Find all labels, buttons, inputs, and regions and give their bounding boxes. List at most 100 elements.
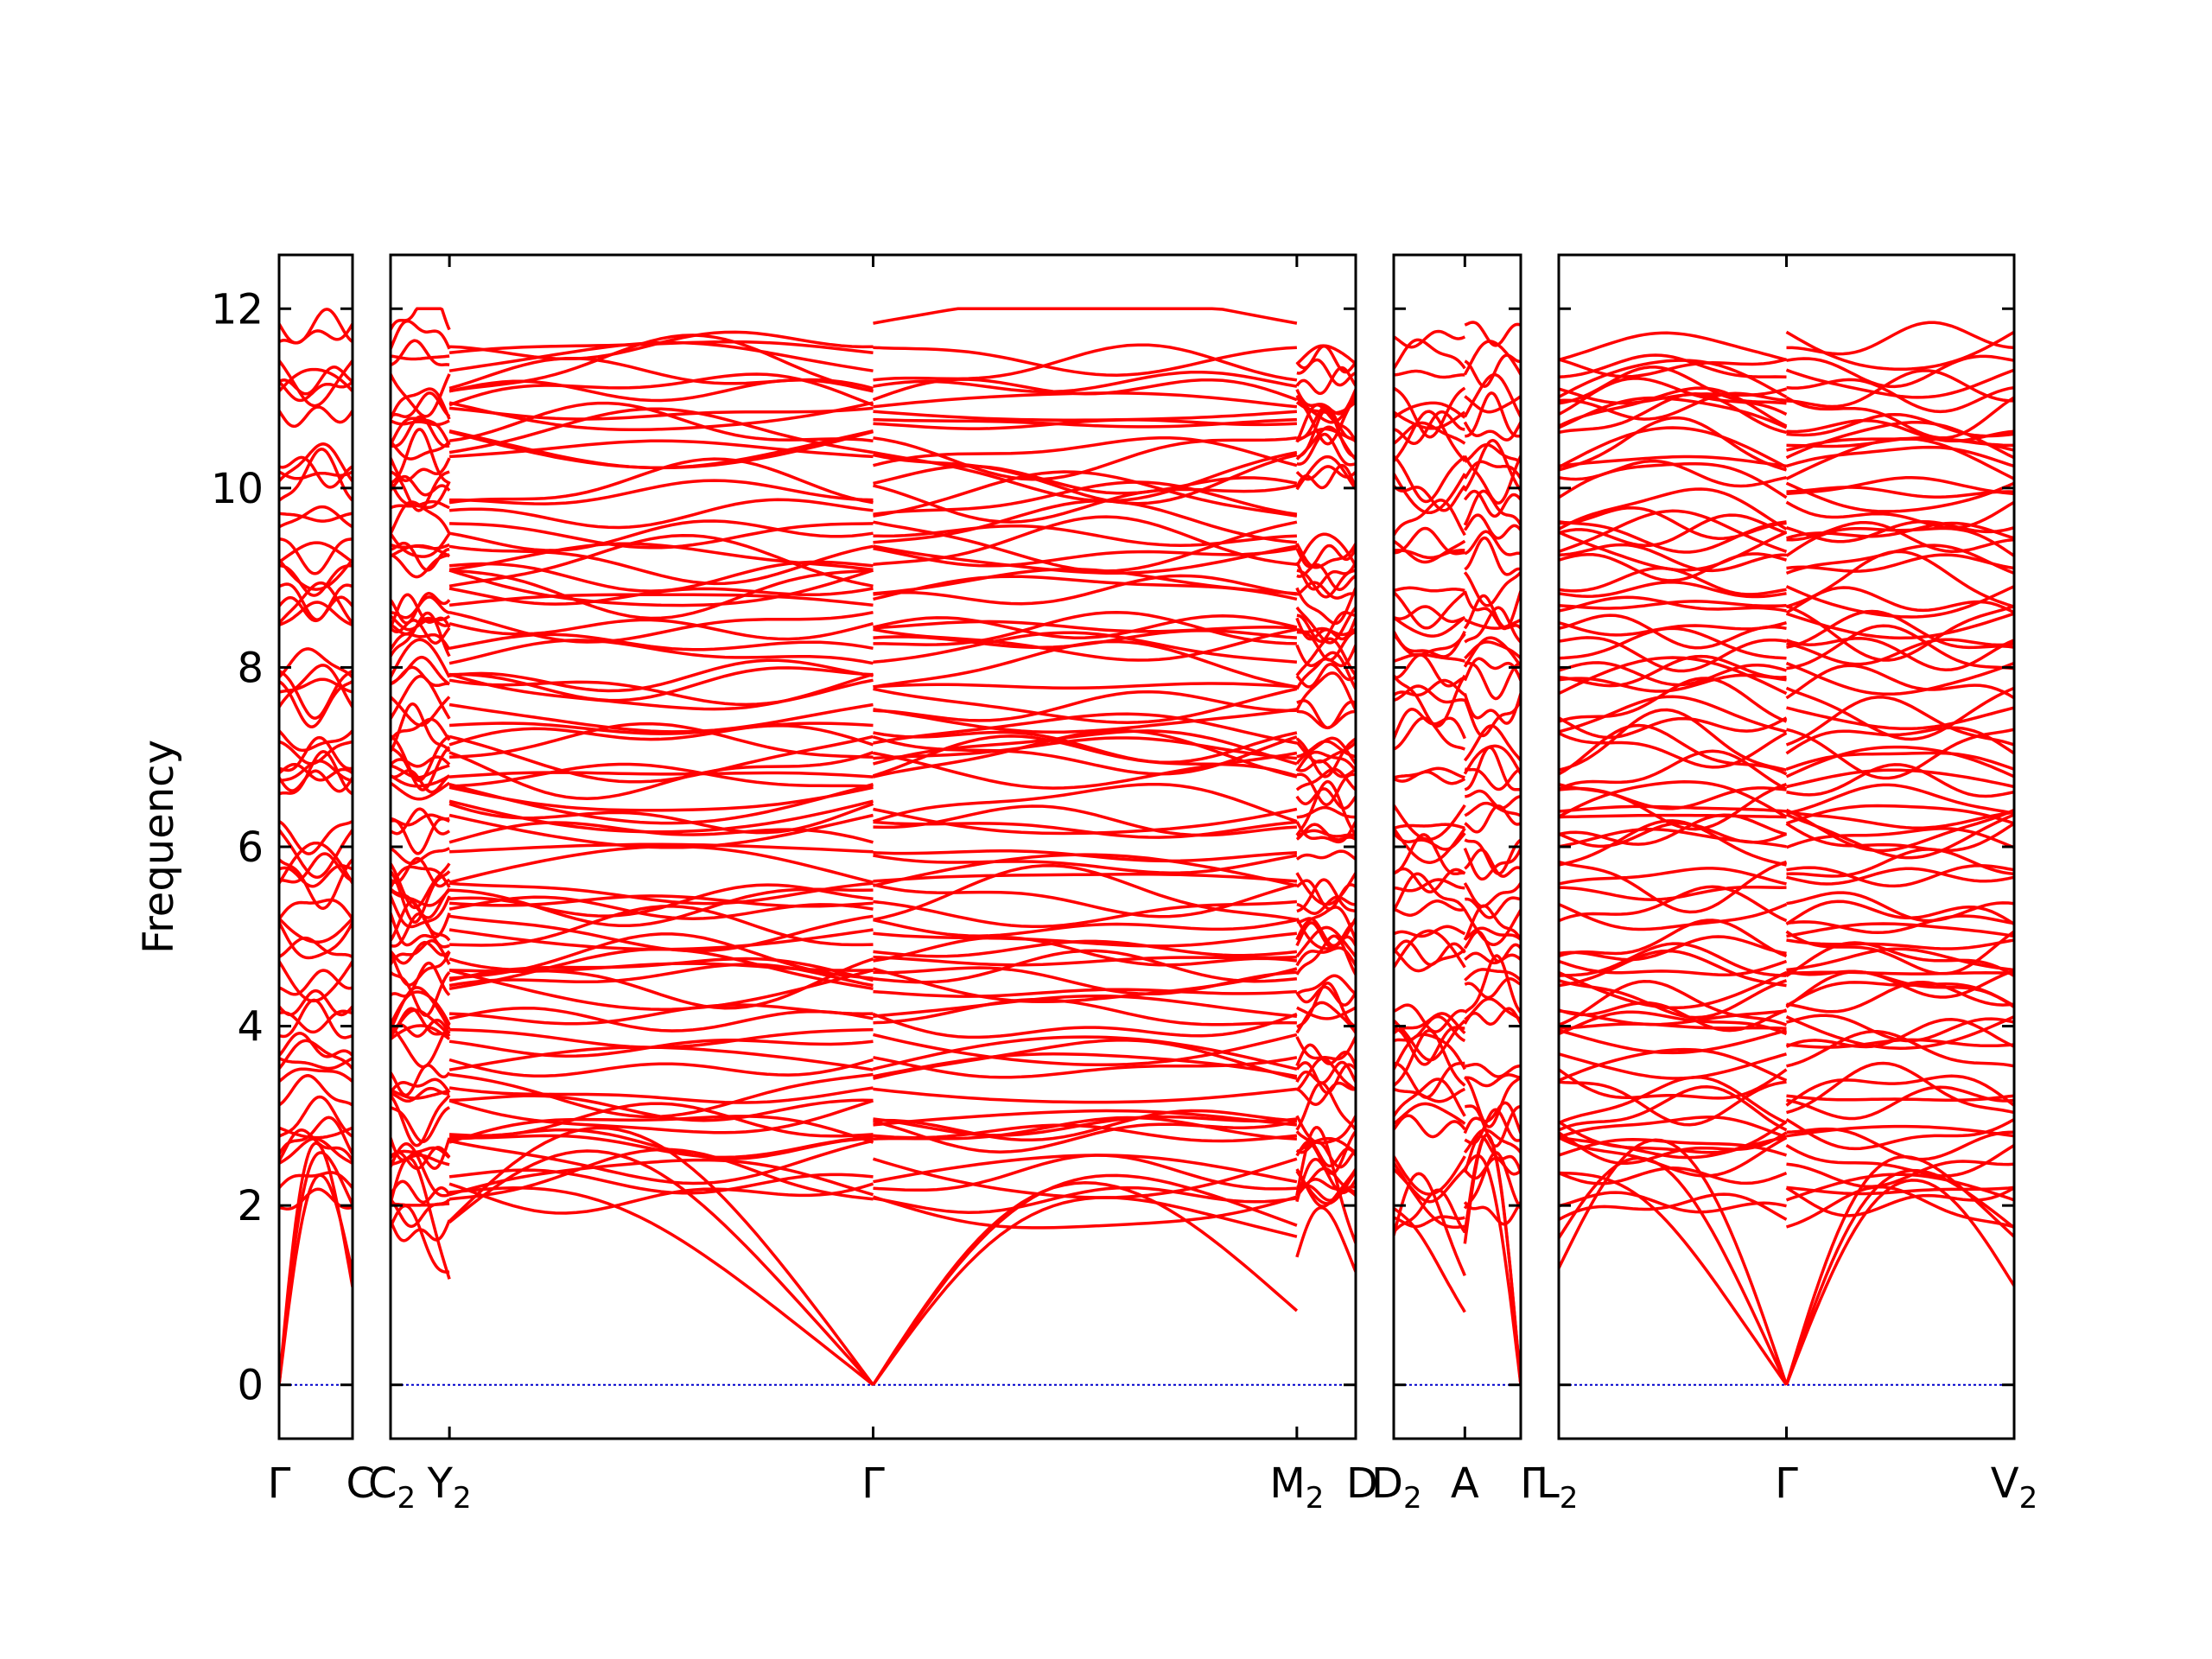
band-line [1296, 1081, 1356, 1106]
band-line [391, 1198, 451, 1229]
band-line [391, 391, 451, 418]
band-line [1464, 926, 1521, 941]
band-line [391, 990, 451, 1026]
band-line [279, 470, 353, 480]
band-line [279, 558, 353, 591]
band-line [448, 785, 874, 812]
band-line [1394, 1033, 1466, 1071]
band-line [448, 1039, 874, 1058]
band-line [391, 591, 451, 625]
band-line [449, 1134, 874, 1160]
band-line [279, 769, 353, 793]
band-line [872, 1196, 1298, 1386]
band-line [1295, 1115, 1356, 1145]
band-line [873, 994, 1298, 1018]
band-line [279, 729, 353, 753]
band-line [873, 453, 1298, 505]
band-line [873, 820, 1298, 839]
band-line [1394, 329, 1466, 349]
band-line [1559, 387, 1787, 405]
band-line [448, 429, 874, 470]
band-line [1295, 985, 1356, 1007]
band-line [873, 307, 1298, 325]
band-line [1394, 652, 1465, 663]
band-line [1786, 609, 2014, 650]
band-line [391, 755, 451, 768]
kpoint-label: D [1346, 1459, 1378, 1508]
band-line [279, 852, 353, 884]
band-line [448, 771, 874, 779]
band-line [448, 334, 874, 393]
band-line [1464, 804, 1521, 834]
band-line [1559, 636, 1787, 673]
band-line [279, 664, 353, 709]
band-line [448, 632, 874, 652]
band-line [1295, 543, 1356, 569]
band-line [1786, 938, 2014, 950]
band-line [279, 762, 353, 782]
band-line [448, 783, 874, 825]
band-line [1559, 723, 1788, 776]
band-line [873, 1035, 1298, 1071]
band-line [873, 639, 1298, 689]
band-line [448, 1058, 874, 1077]
band-line [448, 724, 874, 747]
band-line [873, 682, 1297, 690]
band-line [449, 439, 874, 459]
band-line [1394, 616, 1466, 638]
band-line [279, 669, 353, 720]
kpoint-label: Y2 [427, 1459, 472, 1516]
band-line [1559, 1192, 1788, 1221]
band-line [1295, 1061, 1356, 1095]
band-line [1394, 929, 1466, 969]
band-line [873, 574, 1298, 606]
band-line [1394, 1014, 1466, 1043]
band-line [873, 436, 1298, 467]
band-line [448, 658, 874, 693]
band-line [1463, 904, 1521, 941]
band-line [873, 1039, 1298, 1080]
band-line [448, 569, 874, 607]
band-line [1785, 686, 2014, 741]
band-line [1394, 338, 1466, 370]
band-line [279, 1187, 353, 1211]
band-line [1786, 369, 2014, 409]
band-line [391, 499, 450, 510]
band-line [448, 407, 874, 454]
band-line [1296, 709, 1356, 729]
band-line [1559, 918, 1788, 958]
y-tick-label: 0 [237, 1362, 264, 1410]
y-tick-labels: 0 2 4 6 8 10 12 [211, 285, 264, 1409]
band-line [391, 440, 451, 461]
band-line [1463, 724, 1521, 762]
band-line [448, 1186, 874, 1387]
band-line [279, 750, 353, 796]
band-line [279, 735, 353, 772]
band-line [1463, 1101, 1521, 1135]
band-line [1785, 822, 2014, 853]
band-line [448, 1126, 874, 1386]
band-line [391, 813, 450, 827]
band-line [1785, 726, 2014, 755]
band-line [1559, 621, 1787, 637]
band-line [1394, 591, 1466, 630]
band-line [448, 544, 874, 586]
band-line [391, 614, 451, 632]
band-line [391, 543, 450, 558]
band-line [391, 1064, 451, 1097]
band-line [1785, 481, 2014, 513]
band-line [1394, 386, 1466, 439]
band-line [1465, 391, 1521, 438]
band-line [1295, 543, 1356, 569]
band-line [873, 918, 1298, 938]
band-line [448, 357, 874, 391]
band-line [1785, 1186, 2014, 1217]
band-line [873, 1109, 1298, 1127]
kpoint-label: L2 [1536, 1459, 1578, 1516]
band-line [1296, 759, 1356, 779]
band-line [1295, 1036, 1356, 1061]
band-line [279, 1171, 353, 1189]
band-line [1786, 553, 2014, 573]
band-line [1394, 823, 1465, 830]
band-line [1559, 1080, 1787, 1127]
